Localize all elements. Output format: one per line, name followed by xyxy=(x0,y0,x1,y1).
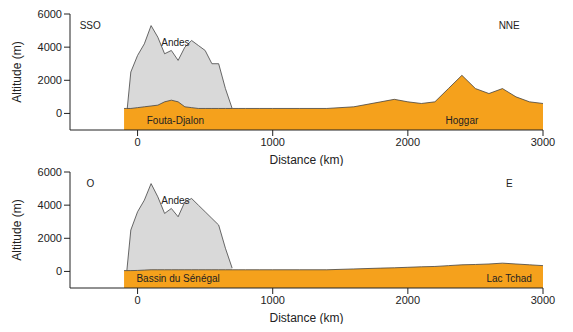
svg-text:2000: 2000 xyxy=(38,74,62,86)
svg-text:4000: 4000 xyxy=(38,199,62,211)
svg-text:1000: 1000 xyxy=(260,136,284,148)
svg-text:Andes: Andes xyxy=(161,195,189,206)
svg-text:2000: 2000 xyxy=(396,136,420,148)
svg-text:0: 0 xyxy=(135,136,141,148)
svg-text:O: O xyxy=(86,178,94,189)
svg-text:Distance (km): Distance (km) xyxy=(269,311,343,324)
svg-text:Lac Tchad: Lac Tchad xyxy=(487,273,532,284)
svg-text:0: 0 xyxy=(56,107,62,119)
svg-text:3000: 3000 xyxy=(531,136,555,148)
svg-text:2000: 2000 xyxy=(396,294,420,306)
svg-text:6000: 6000 xyxy=(38,166,62,178)
svg-text:Andes: Andes xyxy=(161,37,189,48)
svg-text:0: 0 xyxy=(56,265,62,277)
svg-text:0: 0 xyxy=(135,294,141,306)
svg-text:SSO: SSO xyxy=(80,20,101,31)
svg-text:E: E xyxy=(506,178,513,189)
svg-text:Distance (km): Distance (km) xyxy=(269,153,343,166)
svg-text:6000: 6000 xyxy=(38,8,62,20)
svg-text:Bassin du Sénégal: Bassin du Sénégal xyxy=(136,273,219,284)
svg-text:Fouta-Djalon: Fouta-Djalon xyxy=(147,115,204,126)
svg-text:Hoggar: Hoggar xyxy=(446,115,479,126)
svg-text:3000: 3000 xyxy=(531,294,555,306)
svg-text:Altitude (m): Altitude (m) xyxy=(10,199,24,260)
svg-text:NNE: NNE xyxy=(499,20,520,31)
svg-text:2000: 2000 xyxy=(38,232,62,244)
svg-text:1000: 1000 xyxy=(260,294,284,306)
svg-text:4000: 4000 xyxy=(38,41,62,53)
svg-text:Altitude (m): Altitude (m) xyxy=(10,41,24,102)
